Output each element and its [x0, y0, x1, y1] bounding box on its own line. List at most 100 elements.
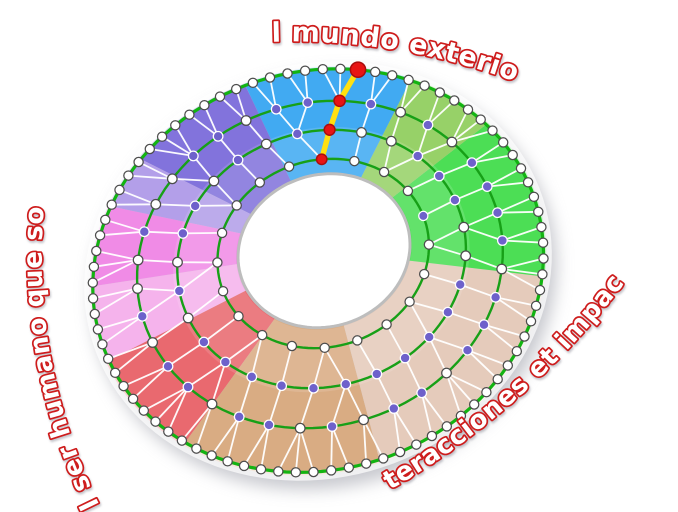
purple-node[interactable]	[388, 403, 400, 414]
white-node[interactable]	[528, 191, 540, 203]
white-node[interactable]	[418, 268, 430, 280]
white-node[interactable]	[386, 70, 398, 81]
white-node[interactable]	[343, 462, 355, 473]
white-node[interactable]	[378, 453, 389, 464]
white-node[interactable]	[462, 104, 474, 115]
white-node[interactable]	[378, 166, 390, 178]
selected-node[interactable]	[315, 153, 328, 166]
white-node[interactable]	[91, 245, 102, 257]
purple-node[interactable]	[481, 181, 493, 193]
white-node[interactable]	[487, 125, 498, 136]
purple-node[interactable]	[232, 154, 244, 166]
purple-node[interactable]	[233, 411, 245, 423]
white-node[interactable]	[147, 337, 159, 348]
white-node[interactable]	[230, 83, 242, 95]
purple-node[interactable]	[138, 226, 150, 238]
white-node[interactable]	[254, 177, 266, 188]
purple-node[interactable]	[478, 319, 490, 331]
white-node[interactable]	[233, 310, 244, 322]
white-node[interactable]	[507, 149, 518, 161]
purple-node[interactable]	[416, 387, 428, 399]
purple-node[interactable]	[177, 227, 189, 239]
white-node[interactable]	[92, 324, 104, 335]
purple-node[interactable]	[466, 157, 478, 169]
white-node[interactable]	[395, 106, 407, 118]
white-node[interactable]	[468, 399, 480, 410]
white-node[interactable]	[446, 136, 458, 148]
white-node[interactable]	[533, 206, 544, 218]
white-node[interactable]	[352, 335, 363, 346]
white-node[interactable]	[260, 138, 272, 150]
white-node[interactable]	[163, 426, 174, 437]
white-node[interactable]	[273, 466, 284, 477]
purple-node[interactable]	[462, 344, 473, 356]
white-node[interactable]	[212, 257, 223, 268]
purple-node[interactable]	[263, 419, 275, 431]
selected-node[interactable]	[323, 123, 336, 136]
purple-node[interactable]	[433, 170, 445, 182]
white-node[interactable]	[150, 198, 162, 210]
purple-node[interactable]	[454, 279, 466, 291]
white-node[interactable]	[206, 450, 217, 461]
white-node[interactable]	[182, 312, 194, 324]
white-node[interactable]	[206, 398, 218, 410]
white-node[interactable]	[358, 414, 370, 426]
white-node[interactable]	[402, 185, 414, 197]
purple-node[interactable]	[136, 310, 148, 322]
white-node[interactable]	[166, 173, 178, 185]
white-node[interactable]	[247, 77, 259, 89]
white-node[interactable]	[208, 175, 220, 187]
white-node[interactable]	[496, 263, 508, 275]
purple-node[interactable]	[412, 150, 424, 162]
white-node[interactable]	[335, 63, 346, 75]
purple-node[interactable]	[246, 371, 258, 383]
white-node[interactable]	[109, 367, 121, 379]
white-node[interactable]	[522, 177, 534, 188]
white-node[interactable]	[282, 68, 293, 79]
purple-node[interactable]	[423, 331, 435, 343]
white-node[interactable]	[538, 253, 549, 264]
white-node[interactable]	[264, 72, 276, 83]
purple-node[interactable]	[270, 103, 282, 115]
purple-node[interactable]	[198, 336, 210, 348]
white-node[interactable]	[317, 63, 329, 75]
white-node[interactable]	[455, 410, 467, 422]
purple-node[interactable]	[422, 119, 434, 131]
white-node[interactable]	[283, 161, 295, 172]
purple-node[interactable]	[212, 130, 224, 142]
white-node[interactable]	[423, 239, 435, 250]
white-node[interactable]	[150, 416, 161, 427]
white-node[interactable]	[325, 465, 337, 476]
white-node[interactable]	[403, 74, 414, 86]
white-node[interactable]	[385, 135, 397, 147]
white-node[interactable]	[240, 115, 252, 126]
white-node[interactable]	[394, 446, 406, 458]
white-node[interactable]	[132, 254, 144, 266]
purple-node[interactable]	[189, 200, 201, 212]
white-node[interactable]	[530, 300, 542, 312]
selected-node[interactable]	[333, 94, 346, 108]
white-node[interactable]	[434, 87, 446, 98]
purple-node[interactable]	[496, 235, 508, 246]
purple-node[interactable]	[418, 210, 429, 222]
white-node[interactable]	[97, 339, 108, 350]
white-node[interactable]	[255, 464, 267, 475]
white-node[interactable]	[222, 456, 233, 467]
purple-node[interactable]	[449, 194, 461, 206]
purple-node[interactable]	[187, 150, 199, 162]
purple-node[interactable]	[371, 368, 383, 380]
white-node[interactable]	[360, 458, 372, 469]
white-node[interactable]	[156, 131, 168, 142]
purple-node[interactable]	[399, 352, 411, 364]
white-node[interactable]	[441, 421, 453, 432]
white-node[interactable]	[381, 319, 392, 330]
white-node[interactable]	[114, 184, 125, 196]
purple-node[interactable]	[173, 285, 185, 297]
white-node[interactable]	[319, 342, 330, 354]
purple-node[interactable]	[442, 306, 454, 318]
purple-node[interactable]	[182, 381, 194, 393]
white-node[interactable]	[214, 91, 226, 102]
white-node[interactable]	[123, 170, 134, 181]
white-node[interactable]	[231, 200, 242, 211]
purple-node[interactable]	[291, 128, 303, 140]
